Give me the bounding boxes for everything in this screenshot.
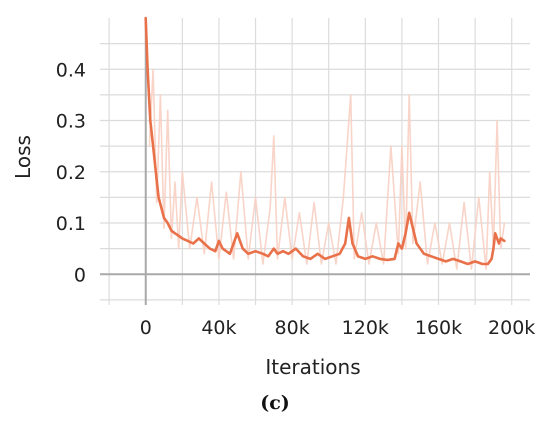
y-axis-title: Loss — [11, 135, 35, 179]
x-axis-title: Iterations — [265, 355, 360, 379]
x-tick-label-2: 80k — [275, 317, 310, 339]
x-tick-label-1: 40k — [201, 317, 236, 339]
zero-axes — [100, 18, 530, 305]
x-tick-label-3: 120k — [342, 317, 389, 339]
y-tick-label-3: 0.3 — [56, 111, 86, 133]
y-tick-label-2: 0.2 — [56, 162, 86, 184]
raw-loss-line — [148, 68, 506, 270]
tick-labels: 0 40k 80k 120k 160k 200k 0 0.1 0.2 0.3 0.4 — [56, 59, 536, 339]
y-tick-label-4: 0.4 — [56, 59, 86, 81]
y-tick-label-1: 0.1 — [56, 213, 86, 235]
smoothed-loss-line — [144, 16, 506, 266]
series-group — [144, 16, 506, 270]
x-tick-label-5: 200k — [488, 317, 535, 339]
x-tick-label-0: 0 — [140, 317, 152, 339]
y-tick-label-0: 0 — [74, 264, 86, 286]
figure-caption: (c) — [260, 392, 290, 414]
x-tick-label-4: 160k — [415, 317, 462, 339]
